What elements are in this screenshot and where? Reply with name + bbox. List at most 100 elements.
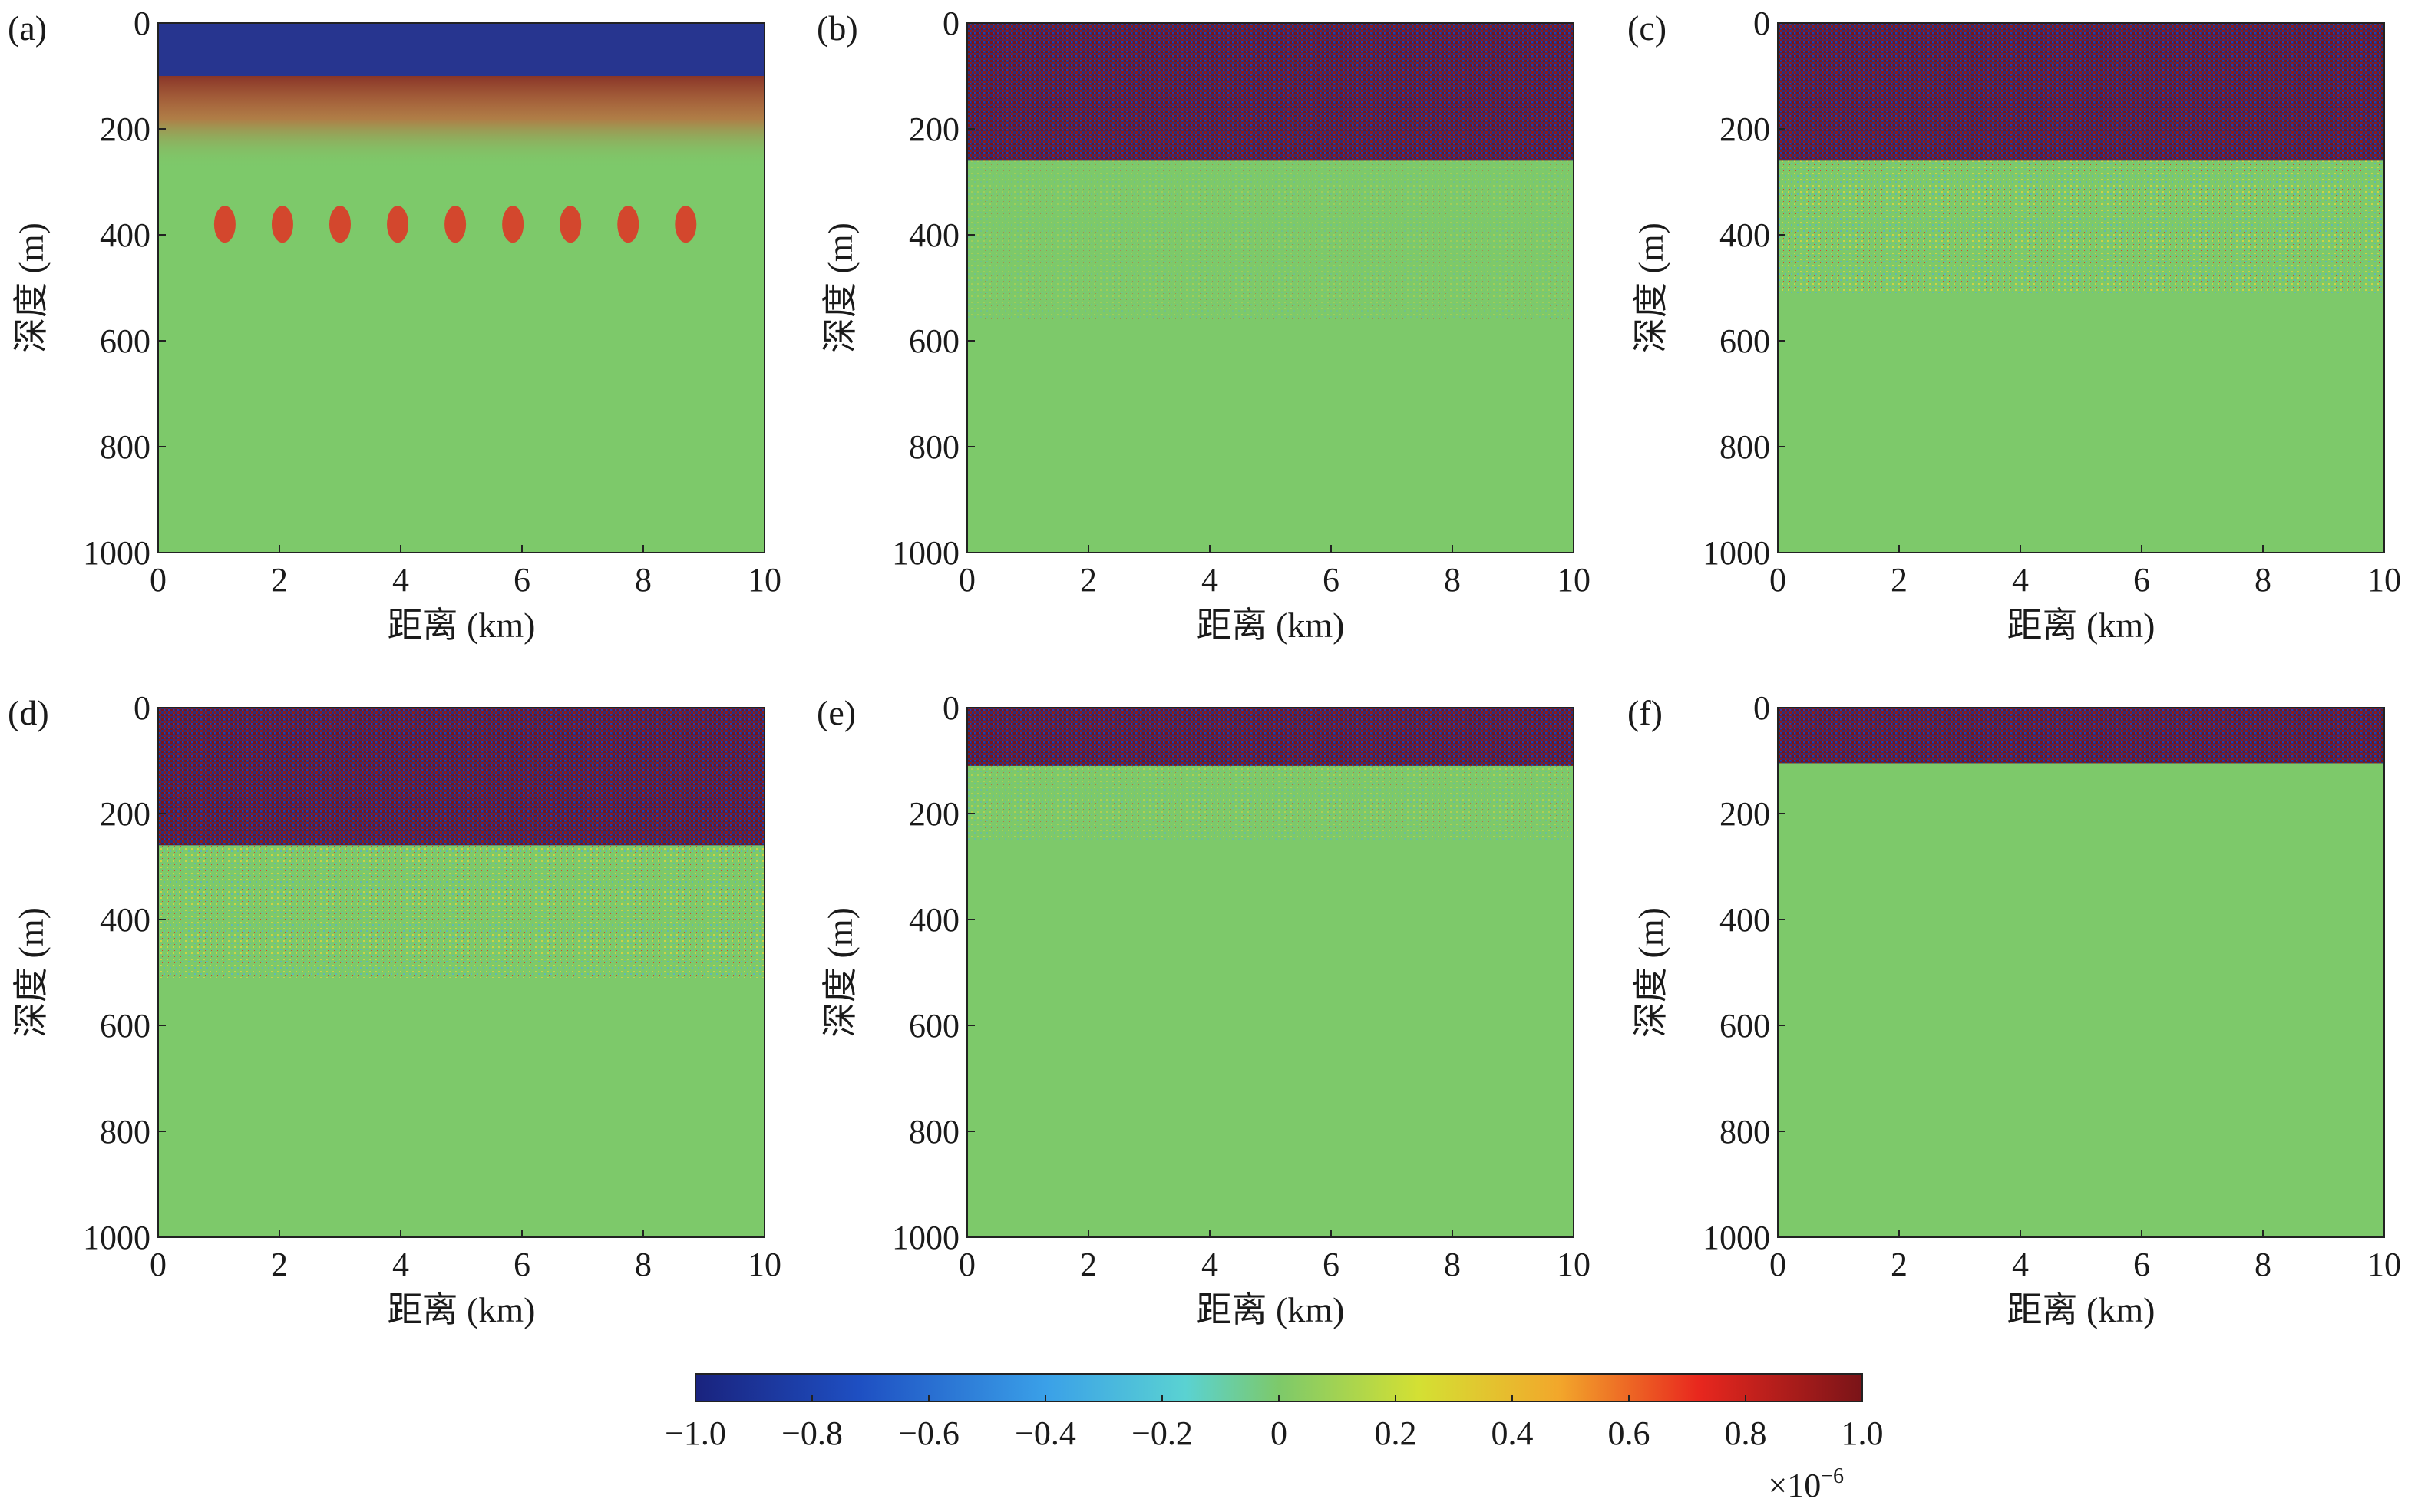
colorbar-tick-label: 0.6 — [1608, 1415, 1650, 1452]
x-tick-label: 0 — [1769, 1246, 1786, 1283]
panel-title: (f) — [1627, 693, 1663, 732]
panel-e: 0 2 4 6 8 10 0 200 400 600 800 1000 (e) 距离 (km) 深度 (m) — [817, 689, 1591, 1329]
y-tick-label: 800 — [100, 428, 150, 466]
heatmap-blob — [560, 206, 582, 243]
y-tick-label: 600 — [100, 1007, 150, 1045]
x-axis-label: 距离 (km) — [1197, 1290, 1345, 1329]
y-axis-label: 深度 (m) — [12, 907, 51, 1038]
heatmap-texture — [967, 160, 1574, 320]
heatmap-blob — [502, 206, 524, 243]
heatmap-texture — [967, 765, 1574, 840]
x-tick-label: 6 — [1323, 1246, 1339, 1283]
y-tick-label: 1000 — [892, 1219, 960, 1256]
axes-frame — [966, 22, 1574, 553]
panel-title: (d) — [8, 693, 49, 732]
y-tick-label: 200 — [1719, 111, 1770, 148]
axes-frame — [157, 707, 765, 1238]
heatmap-texture — [158, 845, 765, 978]
x-tick-label: 2 — [1891, 561, 1908, 599]
y-axis-label: 深度 (m) — [1631, 907, 1670, 1038]
x-tick-label: 0 — [959, 1246, 976, 1283]
x-tick-label: 6 — [2133, 1246, 2150, 1283]
panel-a: 0 2 4 6 8 10 0 200 400 600 800 1000 (a) 距离 (km) 深度 (m) — [8, 5, 781, 645]
y-axis-label: 深度 (m) — [821, 223, 860, 353]
x-tick-label: 6 — [514, 1246, 530, 1283]
panel-d: 0 2 4 6 8 10 0 200 400 600 800 1000 (d) 距离 (km) 深度 (m) — [8, 689, 781, 1329]
x-axis-label: 距离 (km) — [2007, 606, 2155, 645]
panel-title: (c) — [1627, 8, 1667, 48]
heatmap-blob — [387, 206, 409, 243]
y-tick-label: 0 — [943, 689, 960, 727]
y-tick-label: 800 — [100, 1113, 150, 1151]
x-axis-label: 距离 (km) — [2007, 1290, 2155, 1329]
y-tick-label: 0 — [943, 5, 960, 42]
x-tick-label: 2 — [271, 1246, 288, 1283]
panel-title: (a) — [8, 8, 47, 48]
x-tick-label: 10 — [748, 1246, 781, 1283]
heatmap-texture — [1778, 160, 2384, 293]
heatmap-texture — [158, 708, 765, 846]
heatmap-blob — [444, 206, 467, 243]
colorbar-tick-label: 1.0 — [1842, 1415, 1884, 1452]
x-tick-label: 2 — [271, 561, 288, 599]
y-tick-label: 800 — [909, 428, 960, 466]
x-tick-label: 6 — [514, 561, 530, 599]
x-tick-label: 2 — [1080, 561, 1097, 599]
panel-title: (b) — [817, 8, 858, 48]
colorbar-tick-label: −1.0 — [665, 1415, 726, 1452]
x-tick-label: 0 — [150, 561, 167, 599]
y-tick-label: 0 — [1753, 689, 1770, 727]
y-tick-label: 1000 — [1703, 534, 1770, 572]
heatmap-texture — [967, 708, 1574, 766]
heatmap-texture — [1778, 708, 2384, 764]
y-tick-label: 1000 — [892, 534, 960, 572]
x-tick-label: 10 — [1557, 1246, 1591, 1283]
axes-frame — [1777, 22, 2385, 553]
x-tick-label: 8 — [2254, 1246, 2271, 1283]
y-tick-label: 1000 — [83, 1219, 150, 1256]
x-axis-label: 距离 (km) — [388, 606, 536, 645]
x-axis-label: 距离 (km) — [1197, 606, 1345, 645]
x-tick-label: 10 — [2367, 561, 2401, 599]
panel-f: 0 2 4 6 8 10 0 200 400 600 800 1000 (f) 距离 (km) 深度 (m) — [1627, 689, 2401, 1329]
heatmap-blob — [675, 206, 697, 243]
heatmap-field — [1778, 708, 2384, 1237]
y-axis-label: 深度 (m) — [1631, 223, 1670, 353]
x-tick-label: 8 — [1444, 1246, 1461, 1283]
x-tick-label: 0 — [1769, 561, 1786, 599]
y-tick-label: 400 — [100, 216, 150, 254]
x-tick-label: 6 — [2133, 561, 2150, 599]
y-tick-label: 200 — [100, 795, 150, 833]
axes-frame — [966, 707, 1574, 1238]
colorbar-tick-label: −0.4 — [1015, 1415, 1076, 1452]
y-tick-label: 1000 — [1703, 1219, 1770, 1256]
colorbar-exponent: ×10−6 — [1768, 1464, 1844, 1504]
x-tick-label: 0 — [959, 561, 976, 599]
x-tick-label: 10 — [2367, 1246, 2401, 1283]
y-tick-label: 600 — [1719, 322, 1770, 360]
colorbar-tick-label: −0.6 — [898, 1415, 960, 1452]
y-tick-label: 800 — [909, 1113, 960, 1151]
y-tick-label: 400 — [1719, 901, 1770, 939]
x-tick-label: 8 — [1444, 561, 1461, 599]
heatmap-texture — [967, 23, 1574, 161]
x-tick-label: 8 — [635, 561, 652, 599]
x-tick-label: 4 — [392, 1246, 409, 1283]
x-tick-label: 8 — [635, 1246, 652, 1283]
heatmap-texture — [1778, 23, 2384, 161]
x-tick-label: 2 — [1891, 1246, 1908, 1283]
x-tick-label: 4 — [1201, 561, 1218, 599]
y-tick-label: 400 — [909, 901, 960, 939]
heatmap-blob — [617, 206, 639, 243]
y-tick-label: 200 — [909, 795, 960, 833]
heatmap-blob — [329, 206, 351, 243]
colorbar-tick-label: 0.2 — [1375, 1415, 1417, 1452]
x-tick-label: 10 — [748, 561, 781, 599]
y-tick-label: 1000 — [83, 534, 150, 572]
x-tick-label: 4 — [2012, 561, 2029, 599]
y-tick-label: 0 — [134, 5, 150, 42]
y-tick-label: 600 — [1719, 1007, 1770, 1045]
x-tick-label: 0 — [150, 1246, 167, 1283]
